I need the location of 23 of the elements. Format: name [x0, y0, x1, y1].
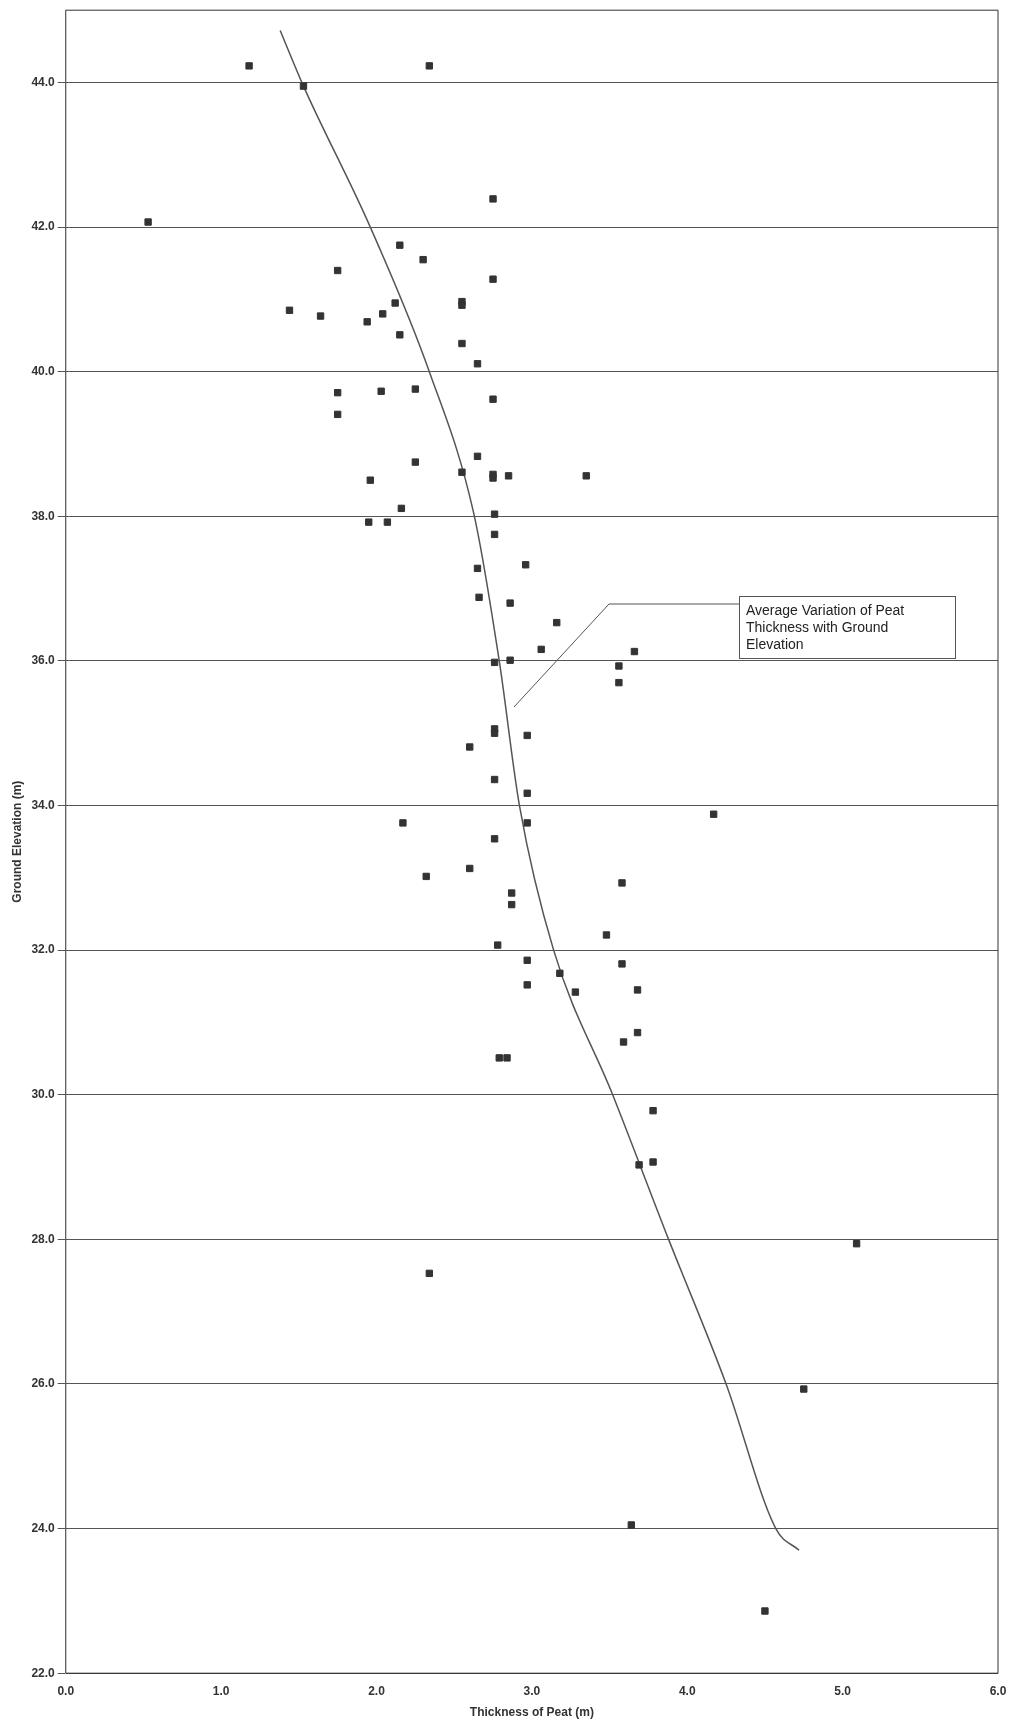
y-tick-label: 34.0: [31, 797, 56, 812]
y-tick-label: 36.0: [31, 653, 56, 668]
x-tick-label: 1.0: [212, 1683, 230, 1698]
y-tick-label: 42.0: [31, 219, 56, 234]
y-tick-label: 30.0: [31, 1087, 56, 1102]
y-tick-label: 44.0: [31, 74, 56, 89]
x-axis-title: Thickness of Peat (m): [469, 1705, 594, 1720]
y-tick-label: 26.0: [31, 1376, 56, 1391]
note-box: Average Variation of Peat Thickness with Ground Elevation: [739, 596, 956, 659]
y-tick-label: 24.0: [31, 1520, 56, 1535]
y-tick-label: 38.0: [31, 508, 56, 523]
x-tick-label: 4.0: [678, 1683, 696, 1698]
y-tick-label: 22.0: [31, 1665, 56, 1680]
annotation: Average Variation of Peat Thickness with Ground Elevation: [746, 602, 906, 653]
y-tick-label: 28.0: [31, 1231, 56, 1246]
x-tick-label: 3.0: [523, 1683, 541, 1698]
y-tick-label: 32.0: [31, 942, 56, 957]
x-tick-label: 6.0: [989, 1683, 1007, 1698]
x-tick-label: 5.0: [834, 1683, 852, 1698]
x-tick-label: 2.0: [368, 1683, 386, 1698]
y-axis-title: Ground Elevation (m): [9, 780, 24, 903]
x-tick-label: 0.0: [57, 1683, 75, 1698]
y-tick-label: 40.0: [31, 364, 56, 379]
